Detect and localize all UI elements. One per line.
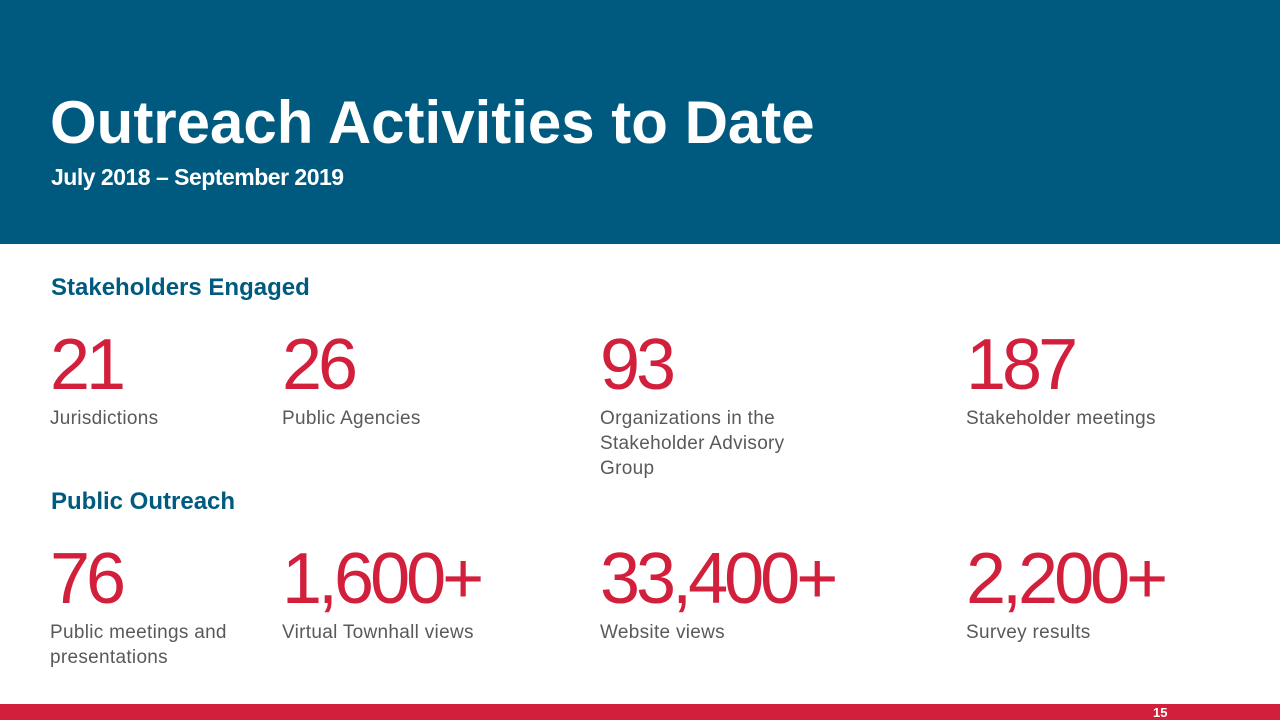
section-heading-stakeholders-engaged: Stakeholders Engaged [51, 274, 310, 301]
stat-value: 1,600+ [282, 539, 484, 619]
stat-virtual-townhall-views: 1,600+ Virtual Townhall views [282, 539, 572, 645]
stat-label: Organizations in the Stakeholder Advisor… [600, 408, 785, 479]
stat-label: Virtual Townhall views [282, 622, 474, 643]
stat-jurisdictions: 21 Jurisdictions [50, 325, 250, 431]
slide-title: Outreach Activities to Date [50, 89, 815, 156]
stat-website-views: 33,400+ Website views [600, 539, 840, 645]
page-number: 15 [1153, 705, 1168, 720]
stat-value: 21 [50, 325, 126, 405]
stat-public-meetings: 76 Public meetings and presentations [50, 539, 250, 670]
stat-value: 187 [966, 325, 1078, 405]
stat-value: 93 [600, 325, 676, 405]
stat-value: 26 [282, 325, 358, 405]
stat-survey-results: 2,200+ Survey results [966, 539, 1266, 645]
stat-label: Website views [600, 622, 725, 643]
stat-label: Public meetings and presentations [50, 622, 227, 668]
stat-label: Jurisdictions [50, 408, 159, 429]
stat-value: 76 [50, 539, 126, 619]
stat-label: Stakeholder meetings [966, 408, 1156, 429]
slide-subtitle: July 2018 – September 2019 [51, 164, 344, 190]
stat-stakeholder-meetings: 187 Stakeholder meetings [966, 325, 1266, 431]
stat-public-agencies: 26 Public Agencies [282, 325, 572, 431]
stat-organizations: 93 Organizations in the Stakeholder Advi… [600, 325, 840, 481]
section-heading-public-outreach: Public Outreach [51, 488, 236, 515]
header-banner: Outreach Activities to Date July 2018 – … [0, 0, 1280, 244]
stat-label: Public Agencies [282, 408, 421, 429]
stat-label: Survey results [966, 622, 1091, 643]
stat-value: 2,200+ [966, 539, 1168, 619]
footer-bar [0, 704, 1280, 720]
stat-value: 33,400+ [600, 539, 838, 619]
